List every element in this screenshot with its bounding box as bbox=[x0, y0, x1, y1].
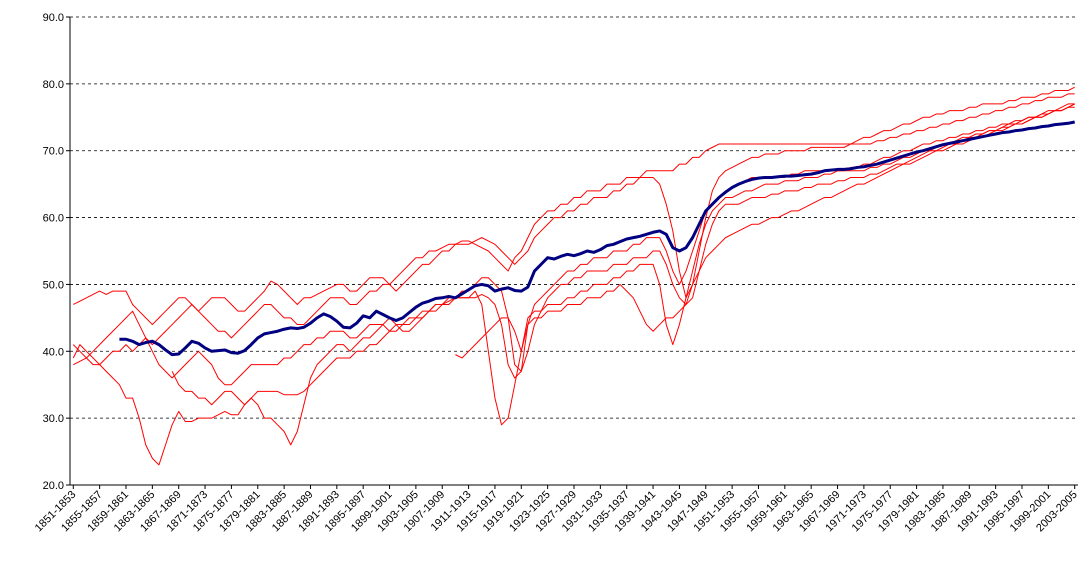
y-tick-label: 90.0 bbox=[43, 12, 64, 24]
series-line bbox=[72, 103, 1075, 426]
series-line bbox=[73, 86, 1075, 326]
series-line bbox=[171, 103, 1075, 446]
series-line bbox=[455, 103, 1075, 359]
y-tick-label: 70.0 bbox=[43, 146, 64, 158]
series-line bbox=[73, 93, 1075, 366]
y-tick-label: 20.0 bbox=[43, 480, 64, 492]
y-tick-label: 80.0 bbox=[43, 79, 64, 91]
series-line bbox=[119, 120, 1076, 357]
y-tick-label: 40.0 bbox=[43, 346, 64, 358]
y-tick-label: 60.0 bbox=[43, 213, 64, 225]
y-tick-label: 30.0 bbox=[43, 413, 64, 425]
series-line bbox=[72, 106, 1075, 466]
y-tick-label: 50.0 bbox=[43, 279, 64, 291]
